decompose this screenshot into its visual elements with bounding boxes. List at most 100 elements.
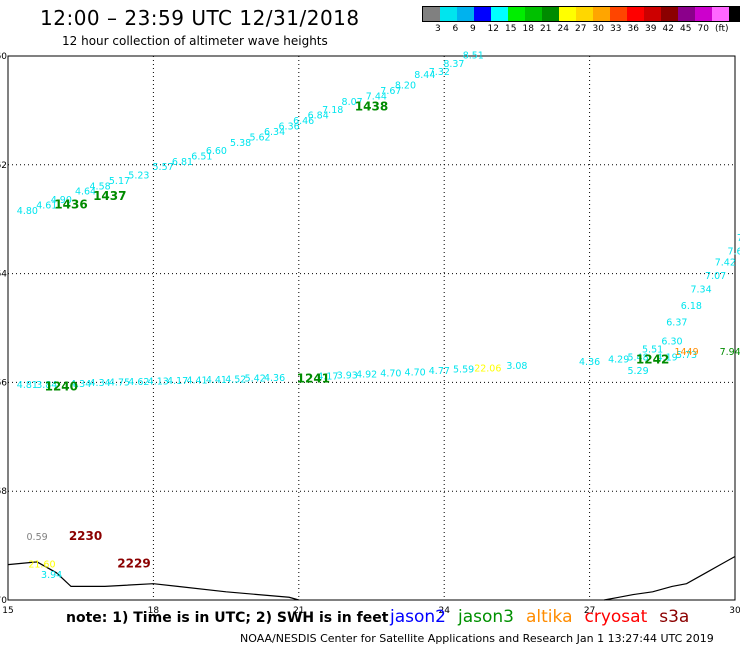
legend-swatch (474, 7, 491, 21)
wave-height-value: 5.29 (627, 366, 648, 377)
chart-subtitle: 12 hour collection of altimeter wave hei… (62, 34, 328, 48)
legend-tick-label: 24 (557, 24, 569, 34)
legend-swatches (422, 6, 740, 22)
legend-swatch (440, 7, 457, 21)
legend-swatch (610, 7, 627, 21)
legend-tick-labels: 3 6 9 12 15 18 21 24 27 30 33 36 39 42 45 70 (ft) (422, 22, 740, 36)
wave-height-value: 8.20 (395, 81, 416, 92)
wave-height-value: 4.41 (206, 375, 227, 386)
legend-tick-label: 18 (522, 24, 534, 34)
wave-height-value: 8.44 (414, 70, 435, 81)
wave-height-value: 5.42 (245, 373, 266, 384)
wave-height-value: 7 (737, 233, 740, 244)
legend-swatch (542, 7, 559, 21)
wave-height-value: 5.62 (249, 132, 270, 143)
legend-swatch (508, 7, 525, 21)
wave-height-value: 6.34 (264, 127, 285, 138)
wave-height-value: 6.60 (206, 146, 227, 157)
wave-height-value: 4.81 (17, 380, 38, 391)
legend-tick-label: 36 (627, 24, 639, 34)
y-tick-label: -68 (0, 487, 7, 497)
wave-height-value: 4.80 (17, 206, 38, 217)
pass-time-label: 1436 (54, 197, 87, 211)
x-tick-label: 21 (293, 606, 304, 616)
legend-tick-label: 33 (610, 24, 622, 34)
wave-height-value: 7.34 (690, 285, 711, 296)
wave-height-value: 6.51 (191, 151, 212, 162)
wave-height-value: 4.92 (356, 370, 377, 381)
satellite-label: jason3 (458, 607, 514, 627)
wave-height-value: 4.17 (167, 376, 188, 387)
satellite-label: s3a (659, 607, 690, 627)
legend-swatch (423, 7, 440, 21)
wave-height-value: 6.81 (172, 157, 193, 168)
wave-height-value: 5.73 (676, 350, 697, 361)
wave-height-value: 4.58 (90, 181, 111, 192)
pass-time-label: 1242 (636, 352, 669, 366)
legend-tick-label: (ft) (715, 24, 729, 34)
plot-frame (7, 55, 736, 601)
wave-height-value: 5.57 (153, 162, 174, 173)
wave-height-value: 4.29 (608, 354, 629, 365)
legend-swatch (457, 7, 474, 21)
wave-height-value: 7.94 (720, 347, 740, 358)
wave-height-value: 4.34 (70, 379, 91, 390)
legend-tick-label: 12 (487, 24, 499, 34)
y-tick-label: -66 (0, 378, 7, 388)
legend-swatch (627, 7, 644, 21)
wave-height-value: 4.75 (109, 378, 130, 389)
legend-tick-label: 70 (697, 24, 709, 34)
satellite-label: jason2 (390, 607, 446, 627)
wave-height-value: 6.84 (308, 111, 329, 122)
wave-height-value: 8.07 (342, 97, 363, 108)
pass-time-label: 1241 (297, 371, 330, 385)
legend-swatch (525, 7, 542, 21)
wave-height-value: 3.93 (337, 371, 358, 382)
wave-height-value: 7.42 (715, 257, 736, 268)
wave-height-value: 4.36 (579, 357, 600, 368)
wave-height-value: 3.84 (36, 380, 57, 391)
y-tick-label: -60 (0, 52, 7, 62)
wave-height-value: 4.77 (429, 366, 450, 377)
wave-height-value: 4.64 (75, 187, 96, 198)
y-tick-label: -62 (0, 161, 7, 171)
wave-height-value: 5.51 (642, 344, 663, 355)
legend-swatch (576, 7, 593, 21)
wave-height-value: 5.38 (230, 138, 251, 149)
pass-time-label: 1240 (45, 380, 78, 394)
wave-height-value: 6.30 (661, 336, 682, 347)
satellite-label: altika (526, 607, 573, 627)
x-tick-label: 15 (2, 606, 13, 616)
pass-time-label: 2229 (117, 556, 150, 570)
wave-height-value: 0.59 (27, 532, 48, 543)
y-tick-label: -64 (0, 270, 7, 280)
legend-tick-label: 45 (680, 24, 692, 34)
wave-height-value: 8.37 (443, 59, 464, 70)
wave-height-value: 7.07 (705, 271, 726, 282)
y-tick-label: -70 (0, 596, 7, 606)
wave-height-value: 4.90 (51, 195, 72, 206)
wave-height-value: 6.46 (293, 116, 314, 127)
coastline (7, 561, 299, 601)
wave-height-value: 6.37 (666, 317, 687, 328)
legend-tick-label: 15 (505, 24, 517, 34)
chart-title: 12:00 – 23:59 UTC 12/31/2018 (40, 6, 360, 30)
x-tick-label: 24 (438, 606, 450, 616)
wave-height-value: 5.17 (109, 176, 130, 187)
wave-height-value: 7.32 (429, 67, 450, 78)
legend-swatch (695, 7, 712, 21)
legend-swatch (712, 7, 729, 21)
wave-height-value: 6.36 (279, 121, 300, 132)
wave-height-value: 4.62 (128, 377, 149, 388)
pass-time-label: 1438 (355, 99, 388, 113)
wave-height-value: 3.08 (506, 361, 527, 372)
wave-height-value: 8.51 (463, 51, 484, 62)
x-tick-label: 30 (729, 606, 740, 616)
wave-height-value: 22.06 (474, 364, 501, 375)
legend-swatch (559, 7, 576, 21)
wave-height-value: 4.34 (90, 378, 111, 389)
pass-time-label: 1437 (93, 189, 126, 203)
wave-height-value: 7.6 (727, 247, 740, 258)
